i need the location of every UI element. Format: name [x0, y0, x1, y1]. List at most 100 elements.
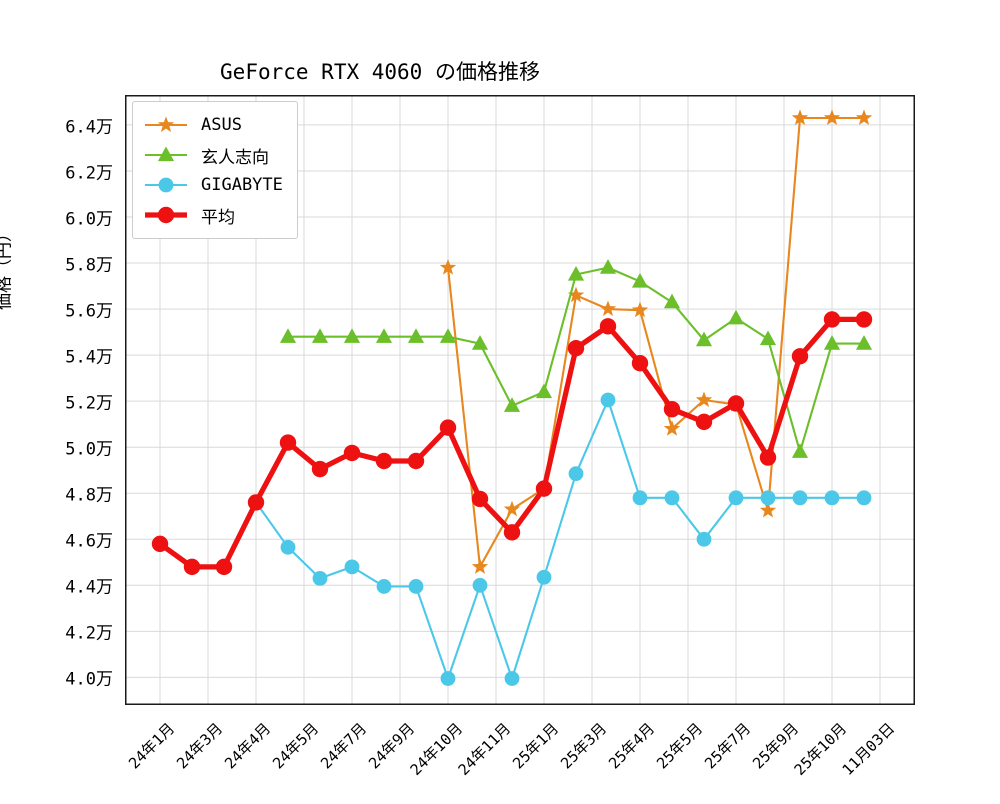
data-point-marker [375, 452, 393, 470]
data-point-marker [567, 286, 585, 303]
data-point-marker [599, 318, 617, 335]
legend-marker-icon [157, 116, 175, 132]
plot-border [125, 95, 915, 705]
y-tick-label: 4.8万 [65, 485, 113, 506]
data-point-marker [663, 401, 681, 418]
legend-label: 玄人志向 [201, 147, 269, 168]
data-point-marker [471, 490, 489, 508]
data-point-marker [439, 419, 457, 436]
data-point-marker [407, 452, 425, 470]
data-series-layer [151, 109, 873, 686]
data-point-marker [695, 391, 713, 407]
data-point-marker [312, 570, 328, 586]
series-average [151, 311, 873, 576]
data-point-marker [280, 539, 296, 555]
legend-item-gigabyte[interactable]: GIGABYTE [143, 170, 283, 200]
y-tick-label: 5.4万 [65, 347, 113, 368]
data-point-marker [631, 354, 649, 372]
data-point-marker [599, 259, 617, 274]
chart-legend[interactable]: ASUS 玄人志向 GIGABYTE 平均 [132, 101, 298, 239]
data-point-marker [791, 348, 809, 365]
data-point-marker [472, 577, 488, 593]
data-point-marker [535, 383, 553, 399]
chart-title: GeForce RTX 4060 の価格推移 [220, 60, 540, 84]
legend-item-asus[interactable]: ASUS [143, 110, 283, 140]
series-asus [439, 109, 873, 574]
legend-item-kuroutoshikou[interactable]: 玄人志向 [143, 140, 283, 170]
data-point-marker [311, 460, 329, 478]
data-point-marker [279, 328, 297, 343]
data-point-marker [471, 558, 489, 574]
data-point-marker [311, 328, 329, 343]
data-point-marker [760, 490, 776, 506]
y-tick-label: 5.8万 [65, 255, 113, 276]
legend-sample-svg [145, 177, 187, 193]
plot-area [125, 95, 915, 705]
data-point-marker [823, 335, 841, 350]
data-point-marker [375, 328, 393, 343]
data-point-marker [151, 535, 169, 553]
y-axis-label: 価格（円） [0, 225, 15, 310]
data-point-marker [503, 500, 521, 517]
data-point-marker [823, 109, 841, 125]
legend-marker-icon [157, 146, 175, 162]
data-point-marker [792, 490, 808, 506]
data-point-marker [695, 331, 713, 347]
legend-sample-svg [145, 146, 187, 162]
data-point-marker [376, 579, 392, 594]
data-point-marker [407, 328, 425, 343]
legend-label: 平均 [201, 207, 235, 228]
gridlines [125, 95, 915, 705]
legend-item-average[interactable]: 平均 [143, 200, 283, 230]
data-point-marker [440, 671, 456, 686]
series-line [446, 116, 866, 568]
data-point-marker [791, 443, 809, 458]
data-point-marker [567, 266, 585, 281]
data-point-marker [215, 558, 233, 576]
data-point-marker [343, 444, 361, 462]
data-point-marker [856, 490, 872, 506]
data-point-marker [471, 335, 489, 350]
y-tick-label: 4.2万 [65, 623, 113, 644]
series-kuroutoshikou [279, 259, 873, 458]
data-point-marker [599, 300, 617, 317]
data-point-marker [408, 579, 424, 594]
data-point-marker [727, 395, 745, 412]
data-point-marker [664, 490, 680, 506]
data-point-marker [631, 301, 649, 318]
data-point-marker [343, 328, 361, 343]
legend-swatch-icon [143, 174, 189, 196]
y-tick-label: 5.0万 [65, 439, 113, 460]
data-point-marker [663, 293, 681, 309]
data-point-marker [568, 466, 584, 482]
data-point-marker [536, 569, 552, 585]
y-tick-label: 5.6万 [65, 301, 113, 322]
data-point-marker [855, 335, 873, 350]
legend-label: ASUS [201, 115, 242, 135]
data-point-marker [439, 328, 457, 343]
data-point-marker [504, 671, 520, 686]
data-point-marker [535, 480, 553, 497]
data-point-marker [567, 340, 585, 357]
legend-sample-svg [145, 116, 187, 132]
y-tick-label: 6.0万 [65, 209, 113, 230]
y-tick-label: 4.0万 [65, 669, 113, 690]
data-point-marker [183, 558, 201, 576]
legend-label: GIGABYTE [201, 175, 283, 195]
data-point-marker [279, 434, 297, 451]
data-point-marker [247, 494, 265, 511]
legend-marker-icon [158, 177, 174, 193]
data-point-marker [663, 420, 681, 436]
data-point-marker [600, 392, 616, 408]
data-point-marker [823, 311, 841, 328]
data-point-marker [759, 449, 777, 466]
data-point-marker [503, 524, 521, 541]
y-tick-label: 6.2万 [65, 163, 113, 184]
plot-svg [125, 95, 915, 705]
y-tick-label: 5.2万 [65, 393, 113, 414]
data-point-marker [728, 490, 744, 506]
y-tick-label: 6.4万 [65, 117, 113, 138]
legend-swatch-icon [143, 204, 189, 226]
data-point-marker [791, 109, 809, 125]
